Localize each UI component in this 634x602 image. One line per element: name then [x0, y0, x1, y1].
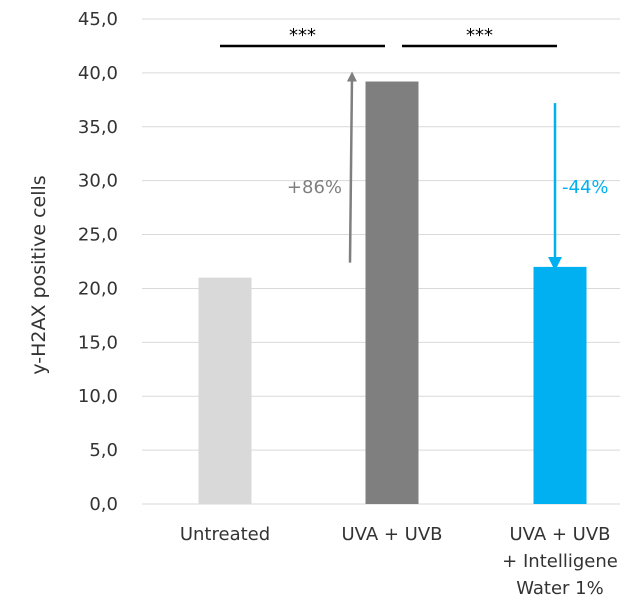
- bar: [198, 277, 252, 504]
- x-tick-label: UVA + UVB: [509, 524, 610, 545]
- bar: [533, 266, 587, 504]
- y-tick-label: 10,0: [78, 386, 118, 407]
- bars: [198, 81, 587, 504]
- x-tick-label: UVA + UVB: [341, 524, 442, 545]
- y-axis-label: y-H2AX positive cells: [28, 175, 50, 374]
- y-tick-label: 40,0: [78, 63, 118, 84]
- y-tick-label: 5,0: [89, 440, 118, 461]
- increase-arrow: [346, 71, 357, 263]
- y-tick-label: 15,0: [78, 332, 118, 353]
- increase-label: +86%: [287, 177, 342, 198]
- y-axis-ticks: 0,0 5,0 10,0 15,0 20,0 25,0 30,0 35,0 40,0 45,0: [78, 9, 118, 515]
- x-tick-label: + Intelligene: [502, 551, 618, 572]
- y-tick-label: 0,0: [89, 494, 118, 515]
- bar: [365, 81, 419, 504]
- y-tick-label: 30,0: [78, 171, 118, 192]
- significance-label: ***: [289, 25, 316, 46]
- x-tick-label: Untreated: [180, 524, 270, 545]
- decrease-label: -44%: [562, 177, 609, 198]
- significance-label: ***: [466, 25, 493, 46]
- significance-brackets: *** ***: [220, 25, 557, 48]
- y-tick-label: 35,0: [78, 117, 118, 138]
- y-tick-label: 25,0: [78, 225, 118, 246]
- y-tick-label: 45,0: [78, 9, 118, 30]
- x-axis-labels: Untreated UVA + UVB UVA + UVB + Intelligene…: [180, 524, 618, 599]
- x-tick-label: Water 1%: [516, 578, 604, 599]
- change-annotations: +86% -44%: [287, 71, 609, 271]
- y-tick-label: 20,0: [78, 278, 118, 299]
